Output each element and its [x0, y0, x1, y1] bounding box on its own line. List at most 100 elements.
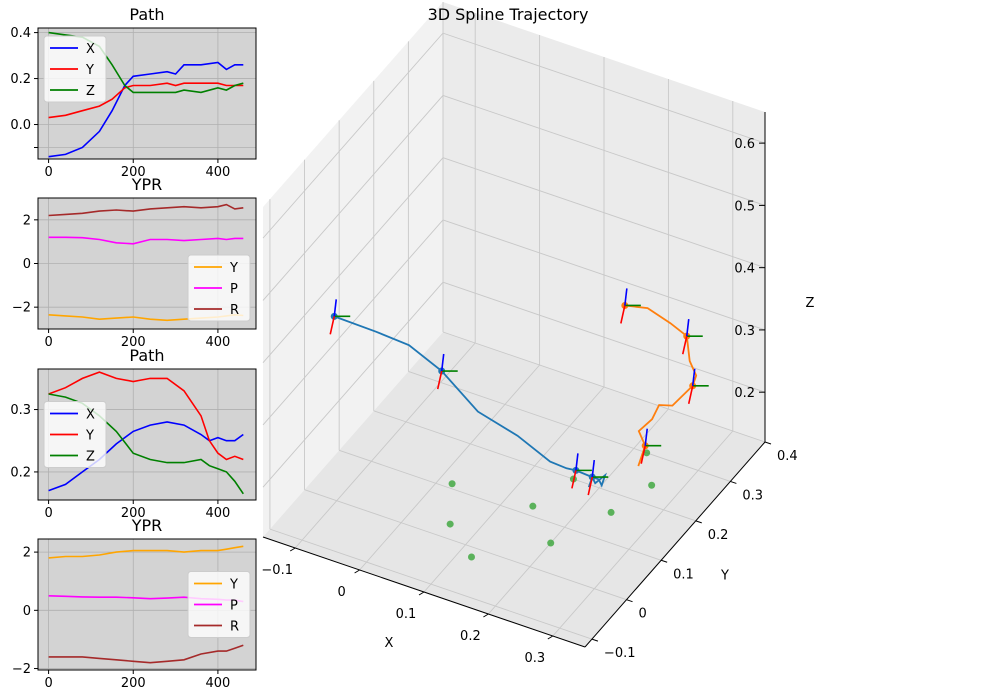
frame-axis-z	[624, 288, 628, 306]
legend-label: R	[230, 620, 239, 635]
projected-point	[529, 502, 537, 510]
grid-z-left	[262, 157, 444, 363]
frame-axis-y	[329, 316, 336, 335]
z-tick-label: 0.5	[734, 199, 755, 214]
x-tick-label: 0.3	[524, 651, 545, 666]
z-tick-label: 0.3	[734, 324, 755, 339]
x-tick-mark	[354, 569, 360, 574]
x-tick-mark	[418, 591, 425, 596]
y-tick-mark	[730, 480, 737, 484]
y-axis-line	[584, 441, 766, 648]
grid-y-floor	[442, 331, 766, 443]
y-tick-label: 0.2	[10, 72, 31, 87]
grid-z-back	[442, 157, 766, 269]
z-tick-label: 0.2	[734, 386, 755, 401]
y-tick-mark	[591, 638, 599, 642]
frame-axis-z	[591, 459, 596, 478]
subplot-title: Path	[129, 5, 164, 24]
y-tick-mark	[626, 599, 633, 603]
legend: YPR	[187, 254, 251, 322]
y-tick-label: 2	[23, 213, 31, 228]
legend-label: Y	[85, 63, 94, 78]
x-tick-label: 200	[121, 506, 146, 521]
z-tick-label: 0.4	[734, 262, 755, 277]
frame-axis-y	[681, 335, 688, 355]
x-tick-label: 400	[205, 335, 230, 350]
plot-3d: −0.1 0 0.1 0.2 0.3 −0.1 0 0.1 0.2 0.3 0.4 0.2 0.3 0.4…	[261, 2, 815, 666]
grid-y-floor	[373, 410, 696, 522]
projected-point	[547, 539, 555, 547]
grid-z-back	[442, 32, 766, 144]
projected-point	[448, 480, 456, 488]
grid-z-left	[262, 281, 444, 488]
grid-x-floor	[488, 408, 669, 615]
legend-label: Z	[86, 84, 95, 99]
frame-axis-y	[620, 305, 626, 324]
y-tick-label: −2	[12, 301, 31, 316]
legend-label: R	[230, 303, 239, 318]
y-tick-label: 0	[23, 257, 31, 272]
projected-point	[607, 508, 615, 516]
frame-axis-y	[587, 476, 594, 496]
projected-point	[446, 520, 454, 528]
legend-label: X	[86, 408, 95, 423]
grid-y-floor	[339, 449, 662, 561]
grid-z-back	[442, 94, 766, 206]
x-tick-label: 0	[44, 506, 52, 521]
x-tick-label: 0	[44, 335, 52, 350]
x-tick-mark	[547, 635, 554, 640]
plot-3d-title: 3D Spline Trajectory	[428, 5, 589, 24]
y-tick-label: 0.3	[742, 488, 763, 503]
trajectory-line-1	[333, 315, 607, 488]
projected-point	[648, 481, 656, 489]
projected-point	[467, 553, 475, 561]
y-tick-label: 0.4	[777, 449, 798, 464]
legend-label: Y	[85, 429, 94, 444]
frame-axis-z	[685, 319, 690, 337]
legend: XYZ	[43, 401, 107, 468]
axes-frame	[37, 368, 257, 501]
frame-axis-z	[644, 428, 649, 446]
x-tick-label: 200	[121, 165, 146, 180]
series-line-y	[48, 545, 244, 559]
legend-label: Y	[229, 578, 238, 593]
y-tick-label: −0.1	[604, 646, 636, 661]
series-line-x	[48, 61, 244, 158]
grid-z-left	[262, 32, 444, 239]
x-tick-label: 0	[44, 676, 52, 691]
x-tick-label: 0.2	[460, 629, 481, 644]
frame-axis-y	[436, 370, 443, 390]
legend-label: P	[230, 599, 238, 614]
legend-label: Z	[86, 450, 95, 465]
x-axis-label: X	[385, 636, 394, 651]
x-tick-label: 200	[121, 335, 146, 350]
y-tick-label: 0	[639, 607, 647, 622]
frame-axis-y	[571, 470, 577, 489]
y-tick-label: −2	[12, 662, 31, 677]
grid-y-floor	[304, 489, 627, 601]
legend: XYZ	[43, 35, 107, 103]
grid-x-floor	[423, 386, 605, 593]
grid-z-back	[442, 219, 766, 331]
series-line-r	[48, 203, 244, 217]
x-tick-label: 0.1	[396, 607, 417, 622]
x-tick-label: 0	[44, 165, 52, 180]
pane-left	[263, 2, 443, 537]
x-tick-label: 200	[121, 676, 146, 691]
subplot-1: 0 200 400 0.0 0.2 0.4 Path XYZ	[10, 5, 257, 180]
axes-frame	[37, 27, 257, 160]
y-tick-label: 0.1	[673, 567, 694, 582]
frame-axis-z	[575, 453, 579, 471]
x-tick-label: 0	[337, 585, 345, 600]
y-tick-mark	[660, 559, 668, 563]
y-tick-label: 0	[23, 604, 31, 619]
y-tick-mark	[695, 520, 702, 524]
y-tick-label: 2	[23, 546, 31, 561]
grid-x-floor	[359, 364, 540, 571]
y-tick-mark	[764, 441, 772, 445]
frame-axis-y	[687, 385, 694, 404]
z-axis-label: Z	[806, 296, 815, 311]
axes-frame	[37, 538, 257, 671]
subplot-title: YPR	[131, 516, 163, 535]
